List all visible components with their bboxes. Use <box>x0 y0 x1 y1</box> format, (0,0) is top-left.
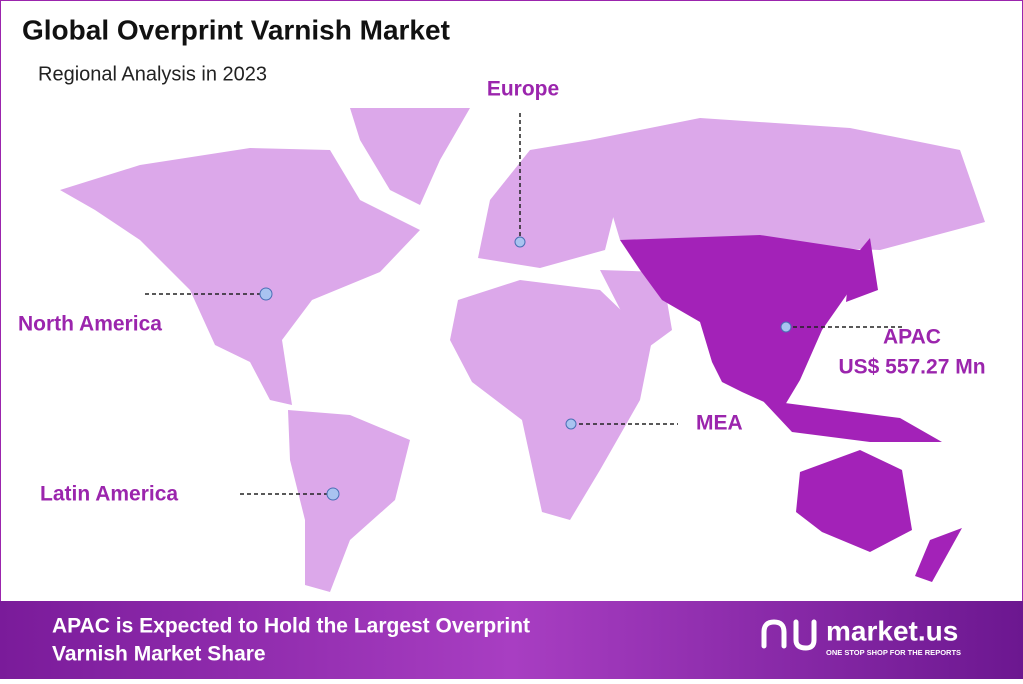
region-marker <box>326 487 340 501</box>
world-map <box>60 108 985 592</box>
footer-text: APAC is Expected to Hold the Largest Ove… <box>52 615 530 638</box>
region-marker <box>514 236 526 248</box>
region-marker <box>565 418 577 430</box>
region-label: APAC <box>883 326 941 349</box>
region-label: MEA <box>696 412 743 435</box>
region-marker <box>780 321 792 333</box>
footer-band <box>0 601 1023 679</box>
region-value: US$ 557.27 Mn <box>838 356 985 379</box>
logo-tagline: ONE STOP SHOP FOR THE REPORTS <box>826 648 961 657</box>
subtitle: Regional Analysis in 2023 <box>38 63 267 85</box>
footer-text: Varnish Market Share <box>52 643 266 666</box>
region-label: Europe <box>487 78 559 101</box>
title: Global Overprint Varnish Market <box>22 14 450 45</box>
logo-text: market.us <box>826 615 958 646</box>
region-label: North America <box>18 313 162 336</box>
logo-icon <box>761 619 817 651</box>
region-label: Latin America <box>40 483 178 506</box>
region-marker <box>259 287 273 301</box>
